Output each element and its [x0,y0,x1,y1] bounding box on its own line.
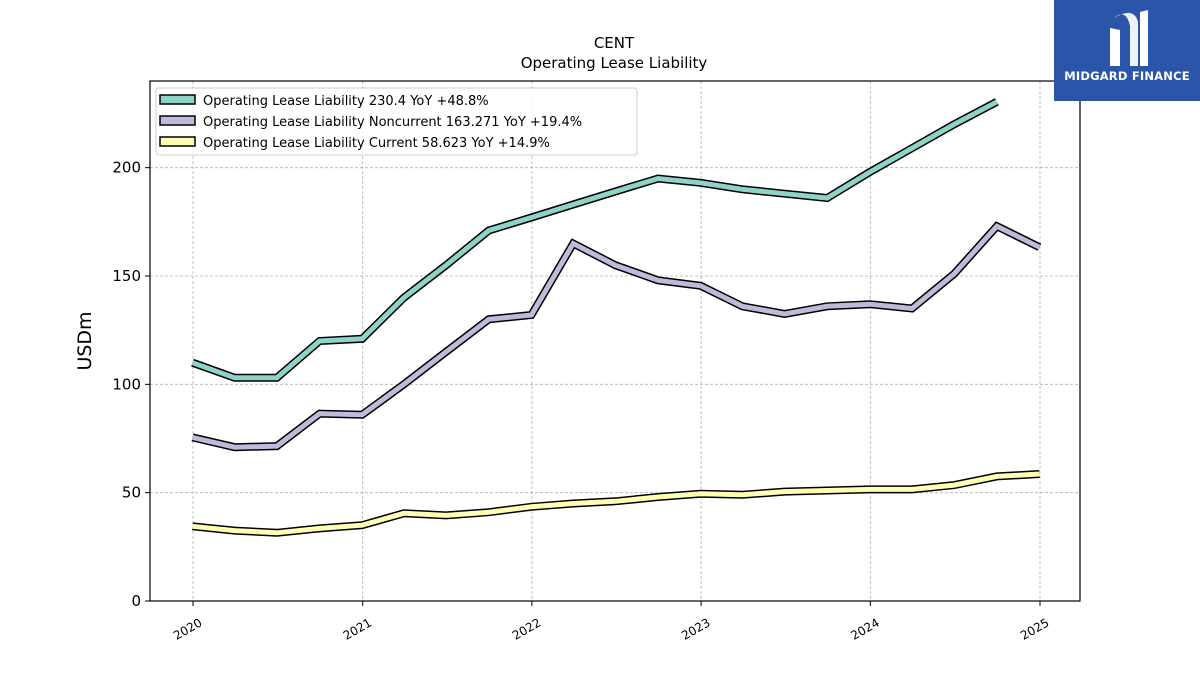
series-line [192,471,1040,536]
legend-swatch [159,94,196,105]
series-line [191,223,1041,450]
x-tick-label: 2025 [1018,615,1051,642]
x-tick-label: 2023 [679,615,712,642]
legend-entry: Operating Lease Liability 230.4 YoY +48.… [203,94,489,109]
axes: 0 50 100 150 200 2020 2021 2022 2023 2024 2025 [112,159,1051,643]
logo-text: MIDGARD FINANCE [1064,69,1190,83]
legend-entry: Operating Lease Liability Current 58.623… [203,136,550,151]
grid [150,81,1080,601]
chart-title: CENT [594,34,635,52]
x-tick-label: 2021 [341,615,374,642]
y-tick-label: 100 [112,375,141,393]
y-tick-label: 50 [122,484,141,502]
x-tick-label: 2020 [171,615,204,642]
x-tick-label: 2022 [510,615,543,642]
series-line [191,99,999,381]
chart-subtitle: Operating Lease Liability [521,54,708,72]
y-tick-label: 150 [112,267,141,285]
legend-swatch [159,136,196,147]
logo-mark-icon [1110,10,1148,66]
legend-entry: Operating Lease Liability Noncurrent 163… [203,115,582,130]
series-layer [191,98,1042,537]
y-tick-label: 0 [131,592,141,610]
y-tick-label: 200 [112,159,141,177]
legend-swatch [159,115,196,126]
x-tick-label: 2024 [848,615,881,642]
midgard-finance-logo: MIDGARD FINANCE [1054,0,1200,101]
plot-frame [149,80,1081,602]
legend: Operating Lease Liability 230.4 YoY +48.… [155,87,638,156]
y-axis-label: USDm [74,311,96,370]
legend-box [155,87,638,156]
